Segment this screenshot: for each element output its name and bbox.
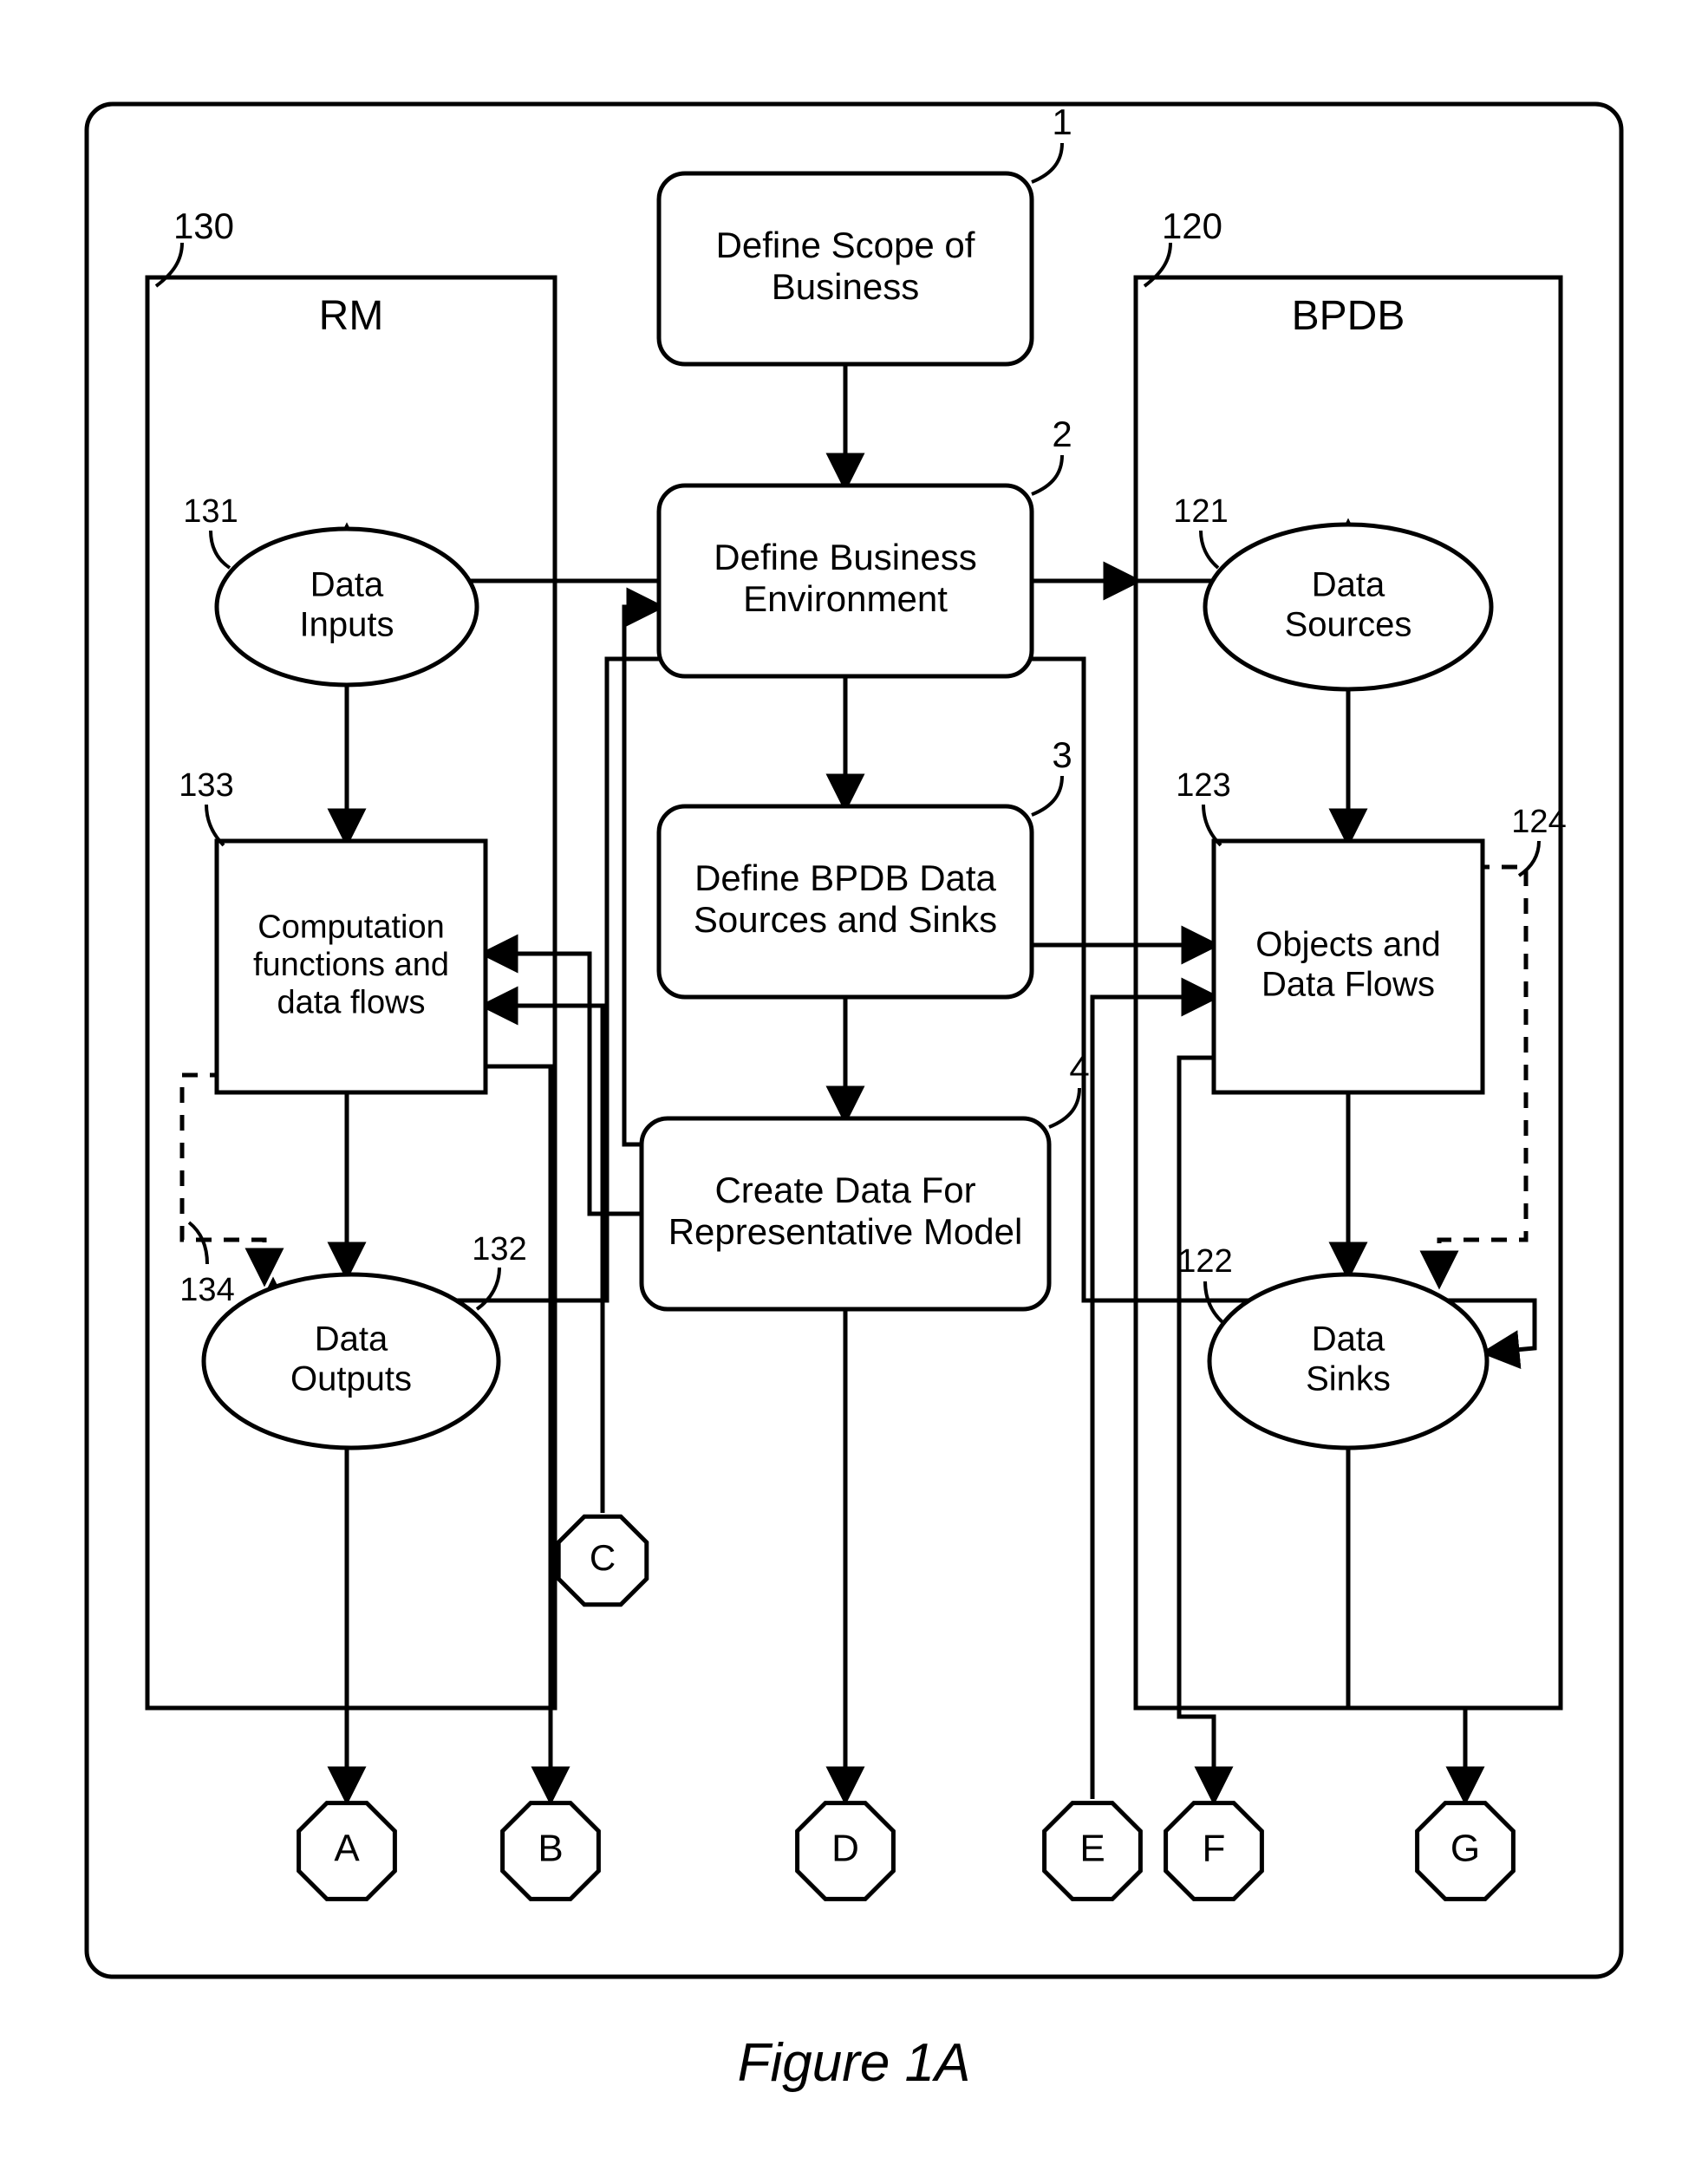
ref-label-step2: 2 bbox=[1052, 414, 1072, 454]
ref-label-rm_outputs: 132 bbox=[472, 1231, 526, 1268]
bp_sources-label: Sources bbox=[1285, 606, 1412, 644]
step4-label: Representative Model bbox=[668, 1211, 1023, 1252]
ref-label-step3: 3 bbox=[1052, 734, 1072, 775]
bp_sinks-label: Sinks bbox=[1306, 1360, 1391, 1398]
ref-leader-step2 bbox=[1032, 455, 1062, 494]
bp_sinks-label: Data bbox=[1312, 1320, 1385, 1359]
step4-label: Create Data For bbox=[714, 1170, 975, 1210]
bp_proc-label: Objects and bbox=[1255, 926, 1440, 964]
edge-s4_s2_fb bbox=[624, 607, 659, 1144]
step2-label: Environment bbox=[743, 578, 948, 619]
rm_proc-label: Computation bbox=[258, 909, 444, 945]
ref-label-rm_box: 130 bbox=[173, 205, 234, 246]
rm_proc-label: functions and bbox=[253, 947, 449, 983]
ref-leader-step3 bbox=[1032, 776, 1062, 815]
rm_inputs-label: Inputs bbox=[300, 606, 394, 644]
ref-label-bp_fb_label: 124 bbox=[1511, 804, 1566, 840]
connector-c-label: C bbox=[590, 1537, 616, 1578]
ref-label-bp_sources: 121 bbox=[1173, 493, 1228, 530]
bp_proc-label: Data Flows bbox=[1261, 966, 1435, 1004]
step3-label: Define BPDB Data bbox=[694, 857, 996, 898]
ref-label-bpdb_box: 120 bbox=[1162, 205, 1222, 246]
step1-label: Business bbox=[772, 266, 919, 307]
ref-label-rm_proc: 133 bbox=[179, 767, 233, 804]
ref-leader-step1 bbox=[1032, 143, 1062, 182]
connector-b-label: B bbox=[538, 1828, 563, 1870]
figure-1a-diagram: RM BPDB Define Scope ofBusiness Define Busi… bbox=[0, 0, 1708, 2177]
ref-leader-step4 bbox=[1049, 1088, 1079, 1127]
ref-label-rm_fb_label: 134 bbox=[179, 1272, 234, 1308]
step1-label: Define Scope of bbox=[716, 225, 975, 265]
connector-a-label: A bbox=[334, 1828, 360, 1870]
ref-label-bp_proc: 123 bbox=[1176, 767, 1230, 804]
step3-label: Sources and Sinks bbox=[694, 899, 997, 940]
figure-caption: Figure 1A bbox=[738, 2033, 971, 2093]
step2-label: Define Business bbox=[714, 537, 977, 577]
rm_outputs-label: Data bbox=[315, 1320, 388, 1359]
connector-e-label: E bbox=[1079, 1828, 1105, 1870]
rm_box-title: RM bbox=[319, 293, 384, 339]
connector-g-label: G bbox=[1450, 1828, 1480, 1870]
ref-label-step4: 4 bbox=[1069, 1048, 1089, 1089]
rm_outputs-label: Outputs bbox=[290, 1360, 412, 1398]
ref-label-step1: 1 bbox=[1052, 101, 1072, 142]
connector-d-label: D bbox=[831, 1828, 859, 1870]
rm_proc-label: data flows bbox=[277, 985, 425, 1021]
bpdb_box-title: BPDB bbox=[1292, 293, 1405, 339]
bp_sources-label: Data bbox=[1312, 566, 1385, 604]
ref-label-rm_inputs: 131 bbox=[183, 493, 238, 530]
ref-label-bp_sinks: 122 bbox=[1177, 1243, 1232, 1280]
connector-f-label: F bbox=[1203, 1828, 1226, 1870]
rm_inputs-label: Data bbox=[310, 566, 384, 604]
